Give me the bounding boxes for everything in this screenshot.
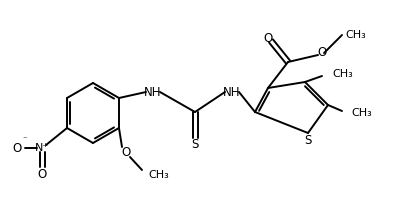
Text: CH₃: CH₃ <box>148 170 169 180</box>
Text: CH₃: CH₃ <box>332 69 353 79</box>
Text: O: O <box>121 145 131 159</box>
Text: N⁺: N⁺ <box>35 143 49 153</box>
Text: O: O <box>317 46 327 60</box>
Text: NH: NH <box>223 85 241 99</box>
Text: ⁻: ⁻ <box>23 135 27 144</box>
Text: CH₃: CH₃ <box>345 30 366 40</box>
Text: S: S <box>191 138 199 150</box>
Text: NH: NH <box>144 85 162 99</box>
Text: CH₃: CH₃ <box>351 108 372 118</box>
Text: O: O <box>38 168 47 182</box>
Text: O: O <box>12 141 22 154</box>
Text: O: O <box>263 32 273 46</box>
Text: S: S <box>304 134 312 147</box>
